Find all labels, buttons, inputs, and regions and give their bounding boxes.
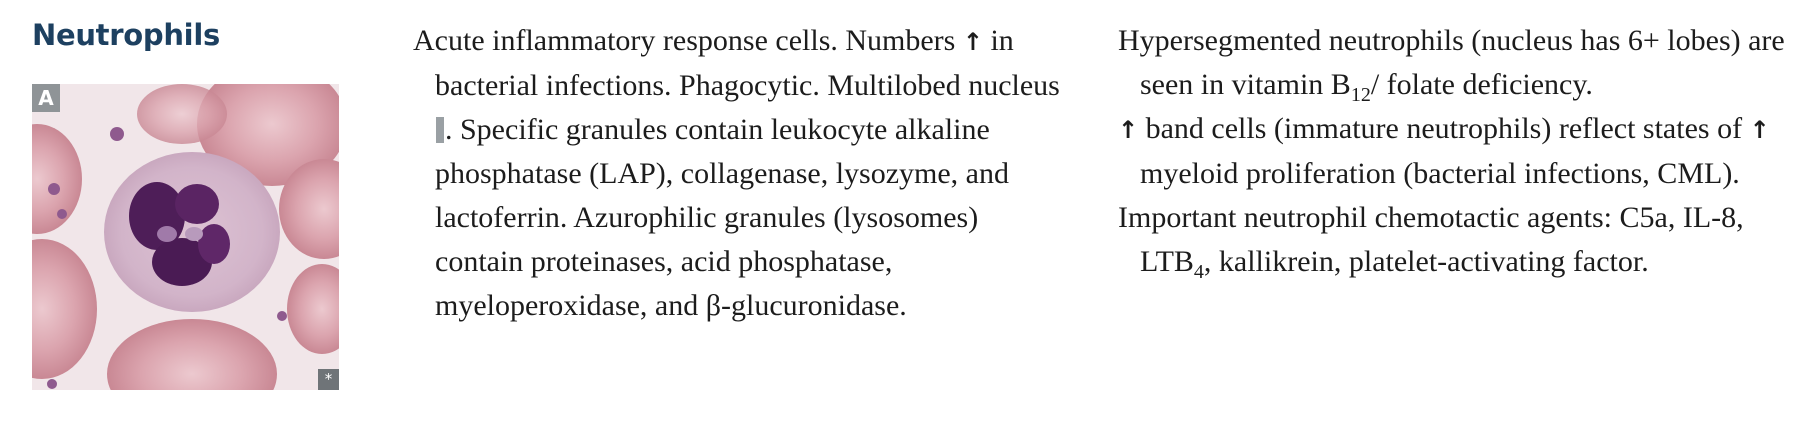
text-span: band cells (immature neutrophils) reflec…: [1138, 112, 1750, 145]
text-span: Hypersegmented neutrophils (nucleus has …: [1118, 24, 1785, 101]
up-arrow-icon: ↑: [962, 28, 983, 56]
text-span: . Specific granules contain leukocyte al…: [435, 113, 1009, 322]
up-arrow-icon: ↑: [1749, 116, 1770, 144]
text-span: Important neutrophil chemotactic agents:…: [1118, 201, 1744, 278]
text-span: in bacterial infections. Phagocytic. Mul…: [435, 24, 1060, 102]
text-span: / folate deficiency.: [1370, 68, 1593, 101]
neutrophil-micrograph-illustration: [32, 84, 339, 390]
up-arrow-icon: ↑: [1118, 116, 1139, 144]
section-title: Neutrophils: [32, 18, 220, 52]
figure-label-badge: A: [32, 84, 60, 112]
hypersegmented-paragraph: Hypersegmented neutrophils (nucleus has …: [1118, 19, 1804, 107]
band-cells-paragraph: ↑ band cells (immature neutrophils) refl…: [1118, 107, 1804, 196]
micrograph-image: A *: [32, 84, 339, 390]
description-paragraph: Acute inflammatory response cells. Numbe…: [413, 19, 1063, 328]
description-column: Acute inflammatory response cells. Numbe…: [413, 19, 1063, 328]
text-span: , kallikrein, platelet-activating factor…: [1203, 245, 1649, 278]
chemotactic-paragraph: Important neutrophil chemotactic agents:…: [1118, 196, 1804, 284]
subscript: 12: [1350, 84, 1371, 106]
text-span: myeloid proliferation (bacterial infecti…: [1140, 157, 1740, 190]
text-span: Acute inflammatory response cells. Numbe…: [413, 24, 956, 57]
copyright-badge: *: [318, 369, 339, 390]
subscript: 4: [1193, 261, 1204, 283]
figure-reference-badge: A: [418, 117, 444, 143]
notes-column: Hypersegmented neutrophils (nucleus has …: [1118, 19, 1804, 284]
